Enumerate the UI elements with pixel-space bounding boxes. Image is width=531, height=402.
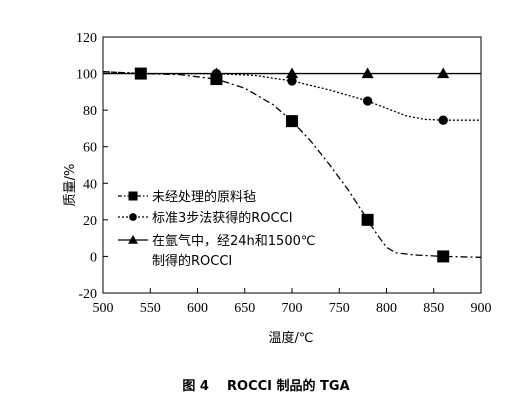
data-point-triangle [210, 67, 223, 79]
y-tick-label: 20 [83, 214, 97, 229]
x-tick-label: 650 [234, 301, 255, 316]
legend-item-2: 标准3步法获得的ROCCI [118, 210, 293, 226]
data-point-square [437, 250, 450, 263]
data-point-square [286, 115, 298, 128]
y-tick-label: 40 [83, 177, 97, 192]
y-tick-label: 120 [76, 31, 97, 46]
x-tick-label: 600 [187, 301, 208, 316]
data-point-triangle [285, 67, 299, 79]
y-axis-title: 质量/% [63, 164, 78, 207]
data-point-circle [438, 115, 448, 125]
y-tick-label: 0 [90, 250, 97, 265]
data-point-circle [287, 76, 297, 86]
legend-marker-triangle [128, 235, 138, 244]
data-point-square [361, 213, 374, 226]
data-point-triangle [361, 67, 374, 79]
legend-label: 标准3步法获得的ROCCI [152, 210, 293, 226]
x-axis-title: 温度/℃ [269, 330, 314, 346]
x-tick-label: 700 [282, 301, 303, 316]
x-tick-label: 750 [329, 301, 350, 316]
y-axis: -20 0 20 40 60 80 100 120 [76, 31, 108, 302]
legend-marker-circle [129, 213, 137, 221]
y-tick-label: 60 [83, 141, 97, 156]
data-point-triangle [437, 67, 450, 79]
series-layer [102, 67, 482, 263]
series-3 [103, 67, 481, 79]
x-tick-label: 500 [93, 301, 114, 316]
x-tick-label: 850 [423, 301, 444, 316]
legend-item-3: 在氩气中，经24h和1500℃ 制得的ROCCI [118, 233, 315, 269]
y-tick-label: -20 [78, 287, 97, 302]
legend-label: 制得的ROCCI [152, 253, 232, 269]
x-axis: 500 550 600 650 700 750 800 850 900 [93, 288, 492, 316]
y-tick-label: 100 [76, 68, 97, 83]
legend-item-1: 未经处理的原料毡 [118, 189, 256, 205]
x-tick-label: 550 [140, 301, 161, 316]
legend-marker-square [128, 191, 138, 201]
legend-label: 在氩气中，经24h和1500℃ [152, 233, 315, 249]
data-point-circle [362, 96, 373, 106]
legend-label: 未经处理的原料毡 [152, 189, 256, 205]
data-point-triangle [134, 67, 147, 79]
x-tick-label: 800 [376, 301, 397, 316]
figure-caption: 图 4 ROCCI 制品的 TGA [182, 378, 349, 394]
y-tick-label: 80 [83, 104, 97, 119]
x-tick-label: 900 [471, 301, 492, 316]
series-line [102, 71, 482, 258]
